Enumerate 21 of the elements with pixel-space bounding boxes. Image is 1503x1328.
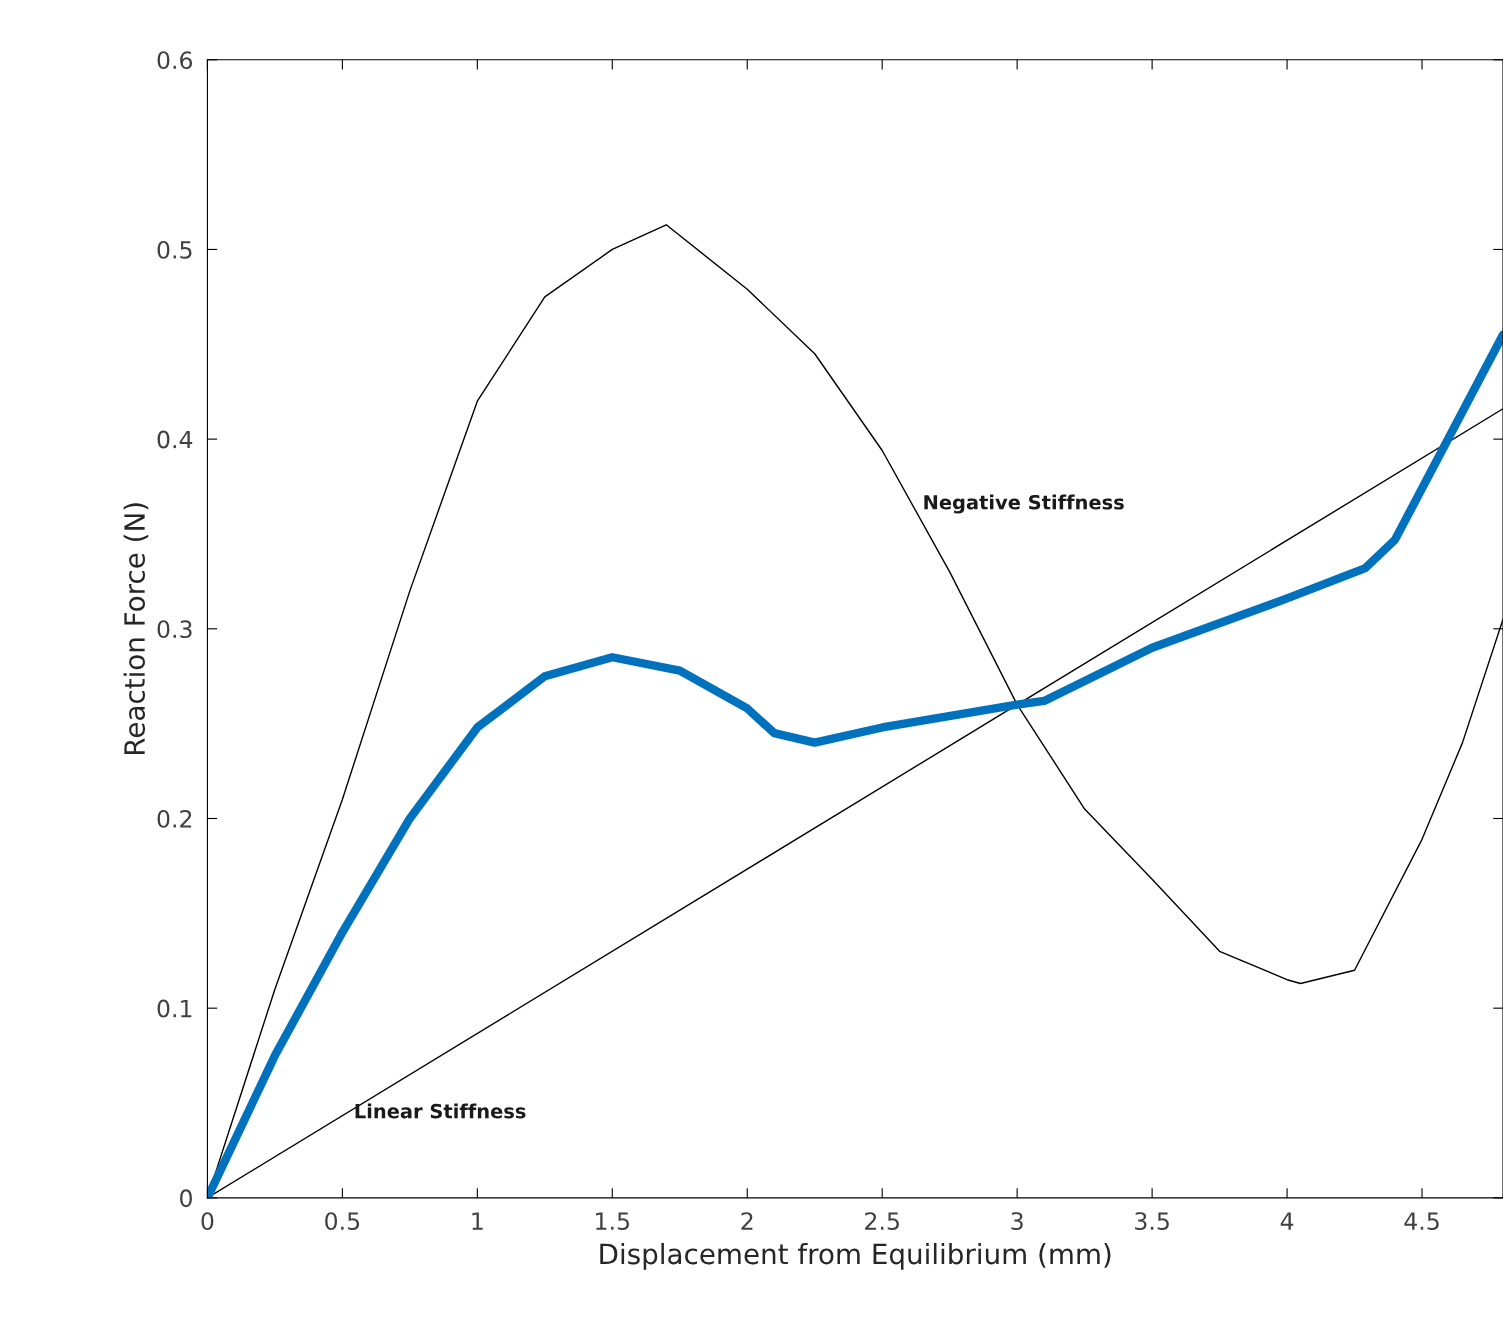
annotation: Negative Stiffness [924,494,1124,514]
y-axis-title: Reaction Force (N) [123,503,149,755]
x-tick-label: 2.5 [865,1212,899,1231]
x-tick-label: 4 [1280,1212,1294,1230]
y-tick-label: 0.2 [157,809,192,828]
annotation: Linear Stiffness [355,1103,526,1119]
x-tick-label: 2 [741,1212,753,1230]
x-tick-label: 3 [1011,1212,1023,1231]
x-tick-label: 0.5 [325,1212,360,1231]
y-tick-label: 0.4 [157,430,193,449]
y-tick-label: 0.3 [157,620,192,639]
y-tick-label: 0.6 [157,51,193,70]
y-tick-label: 0.5 [157,240,192,259]
x-tick-label: 4.5 [1404,1212,1439,1231]
y-tick-label: 0 [180,1189,192,1208]
x-tick-label: 3.5 [1135,1212,1169,1231]
x-tick-label: 1 [472,1212,483,1230]
y-tick-label: 0.1 [157,999,192,1018]
x-tick-label: 0 [201,1212,214,1231]
x-tick-label: 1.5 [596,1212,629,1231]
x-axis-title: Displacement from Equilibrium (mm) [600,1242,1111,1270]
